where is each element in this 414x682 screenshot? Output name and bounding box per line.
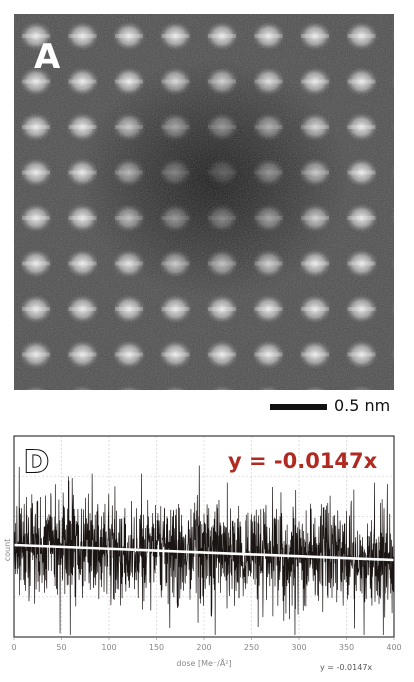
x-axis-label: dose [Me⁻/Å²] <box>176 657 231 668</box>
equation-small-label: y = -0.0147x <box>320 663 372 672</box>
x-tick-label: 150 <box>149 643 164 652</box>
signal-trace <box>13 465 395 636</box>
x-tick-label: 100 <box>101 643 116 652</box>
x-tick-label: 200 <box>196 643 211 652</box>
x-tick-label: 350 <box>339 643 354 652</box>
x-tick-label: 50 <box>56 643 66 652</box>
y-axis-label: count <box>3 539 12 562</box>
panel-a-micrograph: A <box>14 14 394 390</box>
equation-label: y = -0.0147x <box>228 449 378 473</box>
x-tick-label: 250 <box>244 643 259 652</box>
panel-d-chart: 0 50 100 150 200 250 300 350 400 D y = -0.0147x … <box>0 430 414 682</box>
panel-a-letter: A <box>34 37 61 77</box>
scale-bar-label: 0.5 nm <box>334 396 391 415</box>
dose-count-plot: 0 50 100 150 200 250 300 350 400 D y = -0.0147x … <box>3 435 402 672</box>
scale-bar <box>270 404 327 410</box>
x-tick-label: 400 <box>386 643 401 652</box>
fit-line <box>13 543 395 562</box>
x-tick-label: 0 <box>11 643 16 652</box>
panel-d-letter: D <box>24 445 49 480</box>
lattice-image <box>14 14 394 390</box>
x-tick-label: 300 <box>291 643 306 652</box>
image-noise <box>14 14 394 390</box>
